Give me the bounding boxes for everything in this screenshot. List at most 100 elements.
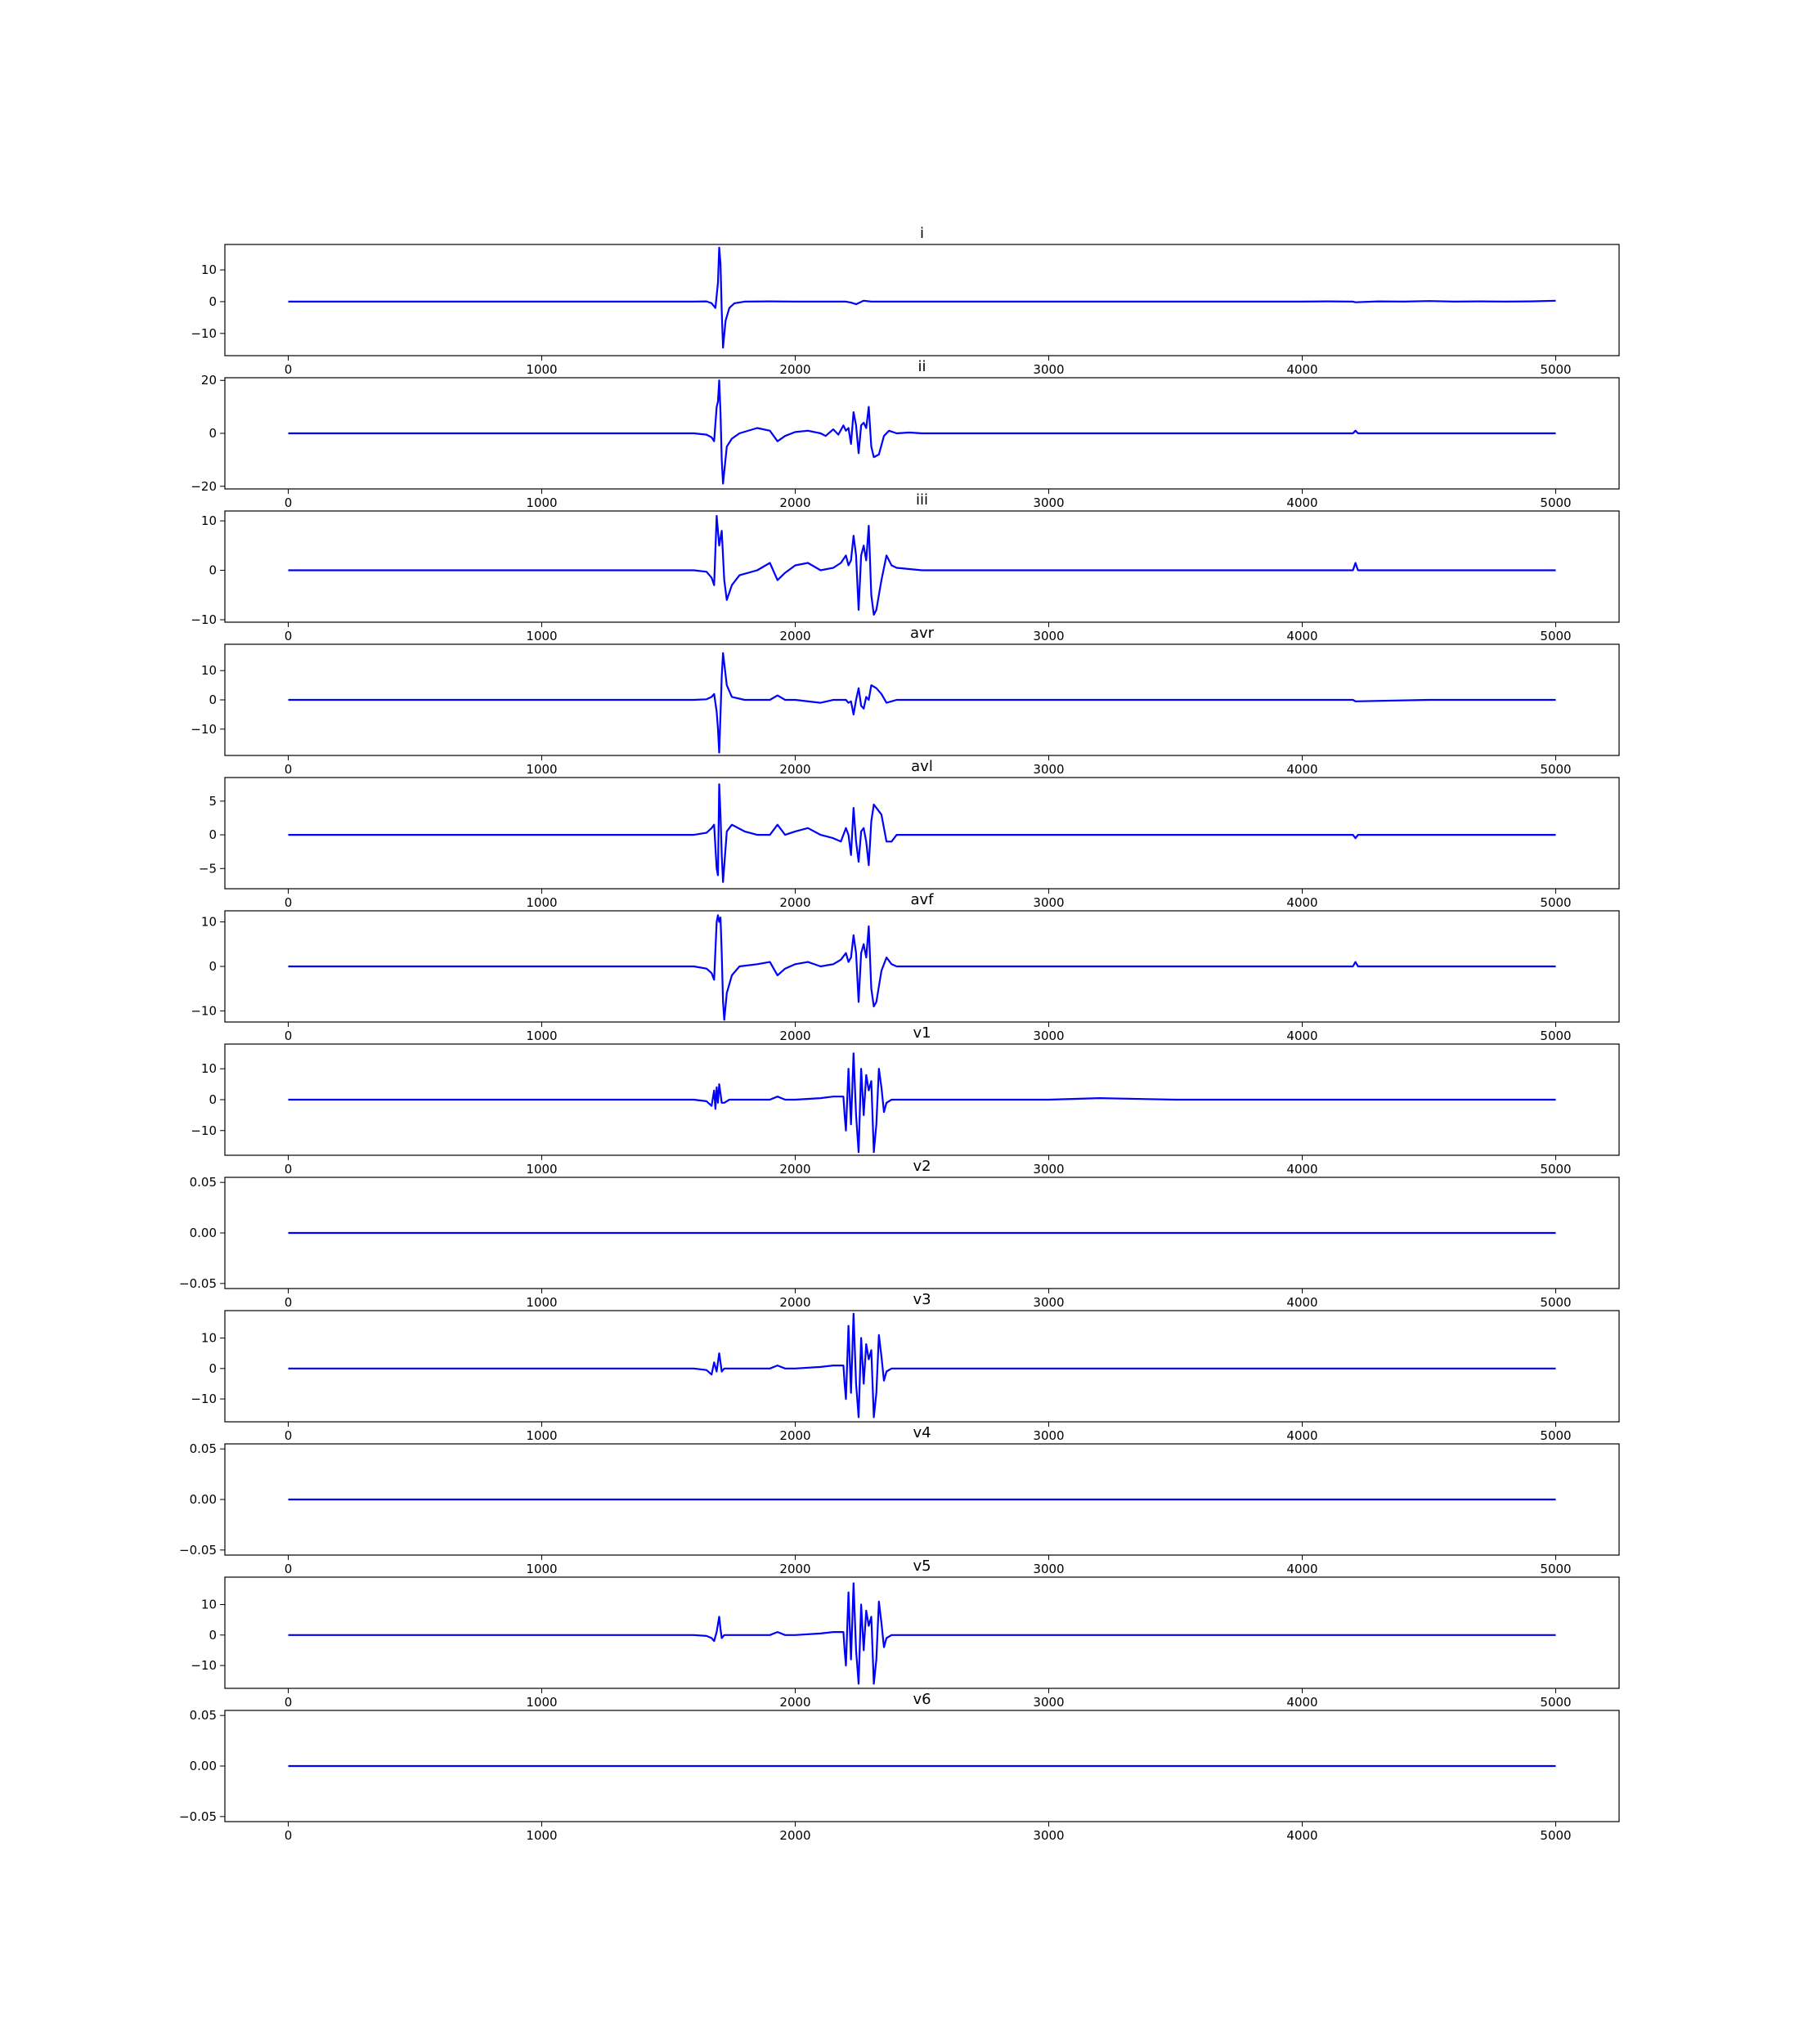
axes-frame: [224, 1310, 1620, 1423]
subplot-title: v5: [913, 1558, 931, 1575]
x-tick-label: 2000: [779, 495, 810, 510]
subplot-v4: v4 0 1000 2000 3000 4000 5000 −0.05 0.00 0.05: [179, 1424, 1620, 1576]
x-tick-label: 1000: [526, 1295, 557, 1310]
x-tick-label: 3000: [1033, 895, 1064, 910]
y-tick-label: 0.00: [190, 1492, 217, 1507]
y-tick-label: 0: [209, 1092, 217, 1107]
x-tick-label: 3000: [1033, 495, 1064, 510]
x-tick-label: 5000: [1540, 1562, 1571, 1576]
x-tick-label: 0: [285, 495, 293, 510]
y-tick-label: 0: [209, 426, 217, 441]
x-tick-label: 5000: [1540, 629, 1571, 643]
x-tick-label: 1000: [526, 362, 557, 377]
subplot-v6: v6 0 1000 2000 3000 4000 5000 −0.05 0.00 0.05: [179, 1691, 1620, 1843]
subplot-avr: avr 0 1000 2000 3000 4000 5000 −10 0 10: [191, 625, 1620, 777]
x-tick-label: 0: [285, 895, 293, 910]
x-tick-label: 4000: [1286, 1828, 1317, 1843]
subplot-title: v1: [913, 1024, 931, 1042]
x-tick-label: 3000: [1033, 1029, 1064, 1043]
x-tick-label: 2000: [779, 362, 810, 377]
axes-frame: [224, 1576, 1620, 1689]
x-tick-label: 2000: [779, 1162, 810, 1177]
y-tick-label: 10: [201, 915, 217, 930]
y-tick-label: 0.05: [190, 1441, 217, 1456]
x-tick-label: 1000: [526, 629, 557, 643]
x-tick-label: 5000: [1540, 1428, 1571, 1443]
subplot-title: avf: [910, 891, 934, 908]
x-tick-label: 2000: [779, 1695, 810, 1710]
x-tick-label: 0: [285, 1295, 293, 1310]
subplot-v5: v5 0 1000 2000 3000 4000 5000 −10 0 10: [191, 1558, 1620, 1710]
x-tick-label: 4000: [1286, 362, 1317, 377]
subplot-title: ii: [917, 358, 926, 375]
x-tick-label: 1000: [526, 895, 557, 910]
y-tick-label: 0: [209, 1361, 217, 1376]
y-tick-label: −0.05: [179, 1543, 217, 1558]
x-tick-label: 2000: [779, 1029, 810, 1043]
x-tick-label: 3000: [1033, 1295, 1064, 1310]
y-tick-label: 0: [209, 827, 217, 842]
x-tick-label: 1000: [526, 762, 557, 777]
y-tick-label: −10: [191, 1123, 217, 1138]
x-tick-label: 0: [285, 1029, 293, 1043]
y-tick-label: 10: [201, 513, 217, 528]
subplot-ii: ii 0 1000 2000 3000 4000 5000 −20 0 20: [191, 358, 1620, 510]
y-tick-label: 10: [201, 1331, 217, 1346]
y-tick-label: 0.00: [190, 1759, 217, 1773]
y-tick-label: −0.05: [179, 1276, 217, 1291]
y-tick-label: 0: [209, 693, 217, 707]
x-tick-label: 0: [285, 1428, 293, 1443]
x-tick-label: 0: [285, 1828, 293, 1843]
y-tick-label: 5: [209, 794, 217, 809]
x-tick-label: 3000: [1033, 1562, 1064, 1576]
x-tick-label: 1000: [526, 495, 557, 510]
x-tick-label: 3000: [1033, 1828, 1064, 1843]
x-tick-label: 0: [285, 1562, 293, 1576]
y-tick-label: 20: [201, 373, 217, 388]
x-tick-label: 0: [285, 629, 293, 643]
x-tick-label: 4000: [1286, 1562, 1317, 1576]
y-tick-label: 0.00: [190, 1226, 217, 1240]
x-tick-label: 5000: [1540, 495, 1571, 510]
x-tick-label: 1000: [526, 1029, 557, 1043]
subplot-title: v4: [913, 1424, 931, 1441]
x-tick-label: 3000: [1033, 629, 1064, 643]
x-tick-label: 4000: [1286, 762, 1317, 777]
x-tick-label: 4000: [1286, 1295, 1317, 1310]
x-tick-label: 5000: [1540, 1162, 1571, 1177]
series-line-ii: [288, 379, 1556, 485]
y-tick-label: −5: [199, 861, 217, 876]
x-tick-label: 4000: [1286, 1428, 1317, 1443]
y-tick-label: −10: [191, 326, 217, 341]
x-tick-label: 2000: [779, 629, 810, 643]
y-tick-label: 0: [209, 1628, 217, 1643]
x-tick-label: 1000: [526, 1695, 557, 1710]
x-tick-label: 2000: [779, 1828, 810, 1843]
subplot-v3: v3 0 1000 2000 3000 4000 5000 −10 0 10: [191, 1291, 1620, 1443]
y-tick-label: −10: [191, 722, 217, 737]
y-tick-label: 10: [201, 262, 217, 277]
series-line-i: [288, 246, 1556, 349]
x-tick-label: 5000: [1540, 1828, 1571, 1843]
y-tick-label: 0: [209, 294, 217, 309]
series-line-avf: [288, 914, 1556, 1021]
y-tick-label: 10: [201, 1061, 217, 1076]
subplot-title: v6: [913, 1691, 931, 1708]
x-tick-label: 5000: [1540, 362, 1571, 377]
x-tick-label: 0: [285, 1695, 293, 1710]
y-tick-label: −10: [191, 1392, 217, 1406]
series-line-avr: [288, 652, 1556, 754]
x-tick-label: 0: [285, 762, 293, 777]
y-tick-label: 10: [201, 1598, 217, 1612]
series-line-v1: [288, 1052, 1556, 1154]
subplot-title: avr: [910, 625, 935, 642]
subplot-avf: avf 0 1000 2000 3000 4000 5000 −10 0 10: [191, 891, 1620, 1043]
x-tick-label: 0: [285, 1162, 293, 1177]
x-tick-label: 1000: [526, 1562, 557, 1576]
y-tick-label: 0: [209, 959, 217, 974]
subplot-i: i 0 1000 2000 3000 4000 5000 −10 0 10: [191, 225, 1620, 377]
x-tick-label: 2000: [779, 1295, 810, 1310]
x-tick-label: 1000: [526, 1428, 557, 1443]
x-tick-label: 4000: [1286, 1695, 1317, 1710]
x-tick-label: 3000: [1033, 1695, 1064, 1710]
